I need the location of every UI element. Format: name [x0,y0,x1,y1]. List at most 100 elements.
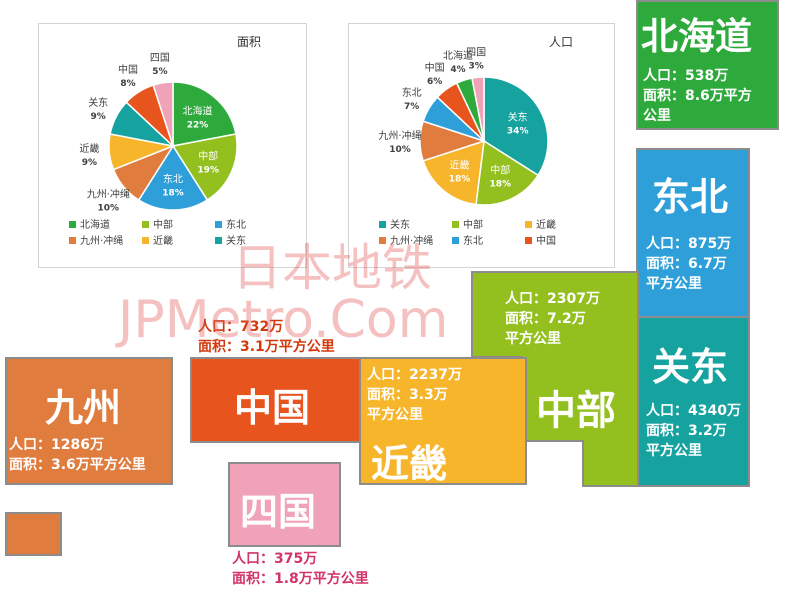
region-chubu-area-unit: 平方公里 [505,331,561,347]
region-chubu-info: 人口：2307万 面积：7.2万 平方公里 [505,289,600,349]
legend-swatch [379,221,386,228]
region-kanto-name: 关东 [652,345,729,389]
region-chugoku-name: 中国 [234,386,311,430]
region-kanto-population: 人口：4340万 [646,403,741,419]
region-shikoku-info: 人口：375万 面积：1.8万平方公里 [232,549,369,589]
legend-swatch [215,221,222,228]
slice-label: 中国 [425,61,445,74]
region-chugoku-area: 面积：3.1万平方公里 [198,339,335,355]
pie-slice[interactable] [171,133,238,202]
region-hokkaido-population: 人口：538万 [643,68,729,84]
region-kanto-area: 面积：3.2万 [646,423,727,439]
pie-slice[interactable] [422,139,485,206]
region-tohoku-info: 人口：875万 面积：6.7万 平方公里 [646,234,731,294]
population-pie-chart: 人口关东 34% 中部 18% 近畿 18% 九州·冲绳 10% 东北 7% 中国 6% 北海道 4% 四国… [348,23,615,268]
legend-swatch [379,237,386,244]
slice-label: 中部 [490,164,510,177]
region-tohoku-population: 人口：875万 [646,236,732,252]
legend-label: 近畿 [536,218,556,231]
pie-slice[interactable] [152,81,174,147]
slice-percent: 4% [450,65,465,75]
region-tohoku-name: 东北 [652,175,729,219]
legend-label: 中部 [153,218,173,231]
slice-percent: 6% [427,77,442,87]
region-hokkaido-area: 面积：8.6万平方 [643,88,752,104]
legend-label: 关东 [226,234,246,247]
region-kyushu[interactable]: 九州 人口：1286万 面积：3.6万平方公里 [5,357,173,485]
slice-percent: 5% [152,67,167,77]
legend-label: 中部 [463,218,483,231]
legend-swatch [525,221,532,228]
slice-label: 关东 [508,111,528,124]
slice-label: 近畿 [79,142,99,155]
slice-percent: 9% [82,158,97,168]
region-kanto[interactable]: 关东 人口：4340万 面积：3.2万 平方公里 [636,316,750,487]
region-tohoku-area-unit: 平方公里 [646,276,702,292]
slice-label: 四国 [150,52,170,64]
pie-slice[interactable] [172,81,237,147]
region-chugoku[interactable]: 中国 [190,357,362,443]
legend-swatch [69,221,76,228]
area-pie-chart: 面积 北海道 22% 中部 19% 东北 18% 九州·冲绳 10% 近畿 9% 关东 9% 中国 8% 四国… [38,23,307,268]
region-kinki-info: 人口：2237万 面积：3.3万 平方公里 [367,365,462,425]
slice-label: 北海道 [443,49,473,62]
legend-label: 九州·冲绳 [80,234,123,247]
legend-swatch [525,237,532,244]
region-kanto-area-unit: 平方公里 [646,443,702,459]
region-hokkaido[interactable]: 北海道 人口：538万 面积：8.6万平方 公里 [636,0,779,130]
slice-label: 中部 [198,149,218,162]
region-kyushu-info: 人口：1286万 面积：3.6万平方公里 [9,435,146,475]
slice-percent: 18% [490,180,512,190]
pie-slice[interactable] [471,76,485,142]
slice-percent: 22% [187,120,209,130]
slice-label: 北海道 [183,104,213,117]
region-kinki-area-unit: 平方公里 [367,407,423,423]
region-chugoku-info: 人口：732万 面积：3.1万平方公里 [198,317,335,357]
region-kinki-name: 近畿 [371,442,448,486]
pie-slice[interactable] [137,144,209,211]
legend-swatch [142,237,149,244]
slice-percent: 3% [468,61,483,71]
slice-label: 中国 [118,63,138,76]
region-chubu-area: 面积：7.2万 [505,311,586,327]
region-hokkaido-name: 北海道 [641,15,752,58]
region-kyushu-name: 九州 [45,386,122,430]
region-kyushu-population: 人口：1286万 [9,437,104,453]
region-tohoku-area: 面积：6.7万 [646,256,727,272]
legend-label: 东北 [463,234,483,247]
region-chugoku-population: 人口：732万 [198,319,284,335]
region-kinki[interactable]: 人口：2237万 面积：3.3万 平方公里 近畿 [359,357,527,486]
slice-percent: 9% [91,112,106,122]
slice-label: 九州·冲绳 [378,129,421,142]
region-kinki-population: 人口：2237万 [367,367,462,383]
legend-swatch [142,221,149,228]
region-hokkaido-area-unit: 公里 [643,108,671,124]
legend-swatch [452,221,459,228]
region-shikoku-population: 人口：375万 [232,551,318,567]
chart-title: 人口 [549,35,573,49]
region-kyushu-area: 面积：3.6万平方公里 [9,457,146,473]
slice-label: 九州·冲绳 [87,188,130,201]
slice-percent: 19% [197,165,219,175]
slice-percent: 8% [120,79,135,89]
slice-percent: 18% [449,175,471,185]
legend-label: 近畿 [153,234,173,247]
slice-percent: 10% [389,145,411,155]
region-hokkaido-info: 人口：538万 面积：8.6万平方 公里 [643,66,752,126]
region-shikoku-name: 四国 [240,490,317,534]
slice-percent: 7% [404,102,419,112]
region-okinawa[interactable] [5,512,62,556]
slice-label: 东北 [163,172,183,185]
legend-label: 九州·冲绳 [390,234,433,247]
slice-percent: 18% [162,188,184,198]
slice-percent: 34% [507,127,529,137]
pie-slice[interactable] [475,139,540,206]
region-shikoku[interactable]: 四国 [228,462,341,547]
region-chubu-name: 中部 [536,388,616,434]
slice-percent: 10% [98,204,120,214]
slice-label: 四国 [466,46,486,58]
legend-swatch [452,237,459,244]
